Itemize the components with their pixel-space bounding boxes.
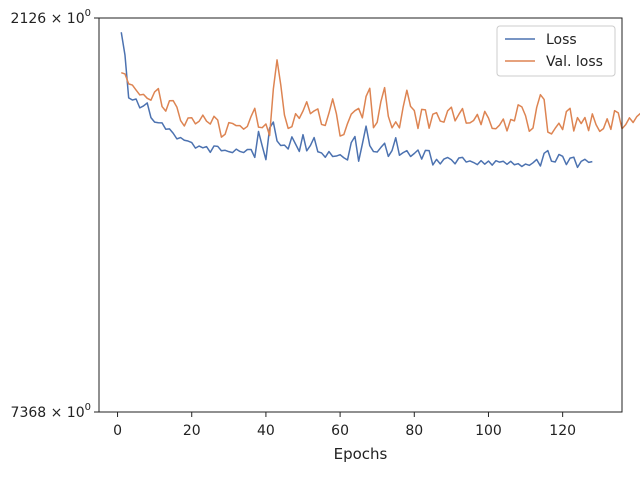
x-tick-label: 80 xyxy=(405,423,423,439)
series-line-loss xyxy=(120,32,593,169)
ticks-layer: 0 20 40 60 80 100 120 2126 × 100 7368 × 100 xyxy=(11,8,576,439)
series-layer xyxy=(120,32,640,169)
x-tick-label: 100 xyxy=(475,423,502,439)
x-tick-label: 60 xyxy=(331,423,349,439)
x-tick-label: 120 xyxy=(549,423,576,439)
x-tick-label: 40 xyxy=(257,423,275,439)
x-axis-label: Epochs xyxy=(334,445,388,463)
plot-frame xyxy=(98,17,623,413)
plot-area xyxy=(99,18,622,412)
x-tick-label: 0 xyxy=(113,423,122,439)
series-line-val-loss xyxy=(121,59,640,138)
legend-label-val-loss: Val. loss xyxy=(546,54,603,70)
x-tick-label: 20 xyxy=(183,423,201,439)
legend: Loss Val. loss xyxy=(496,25,616,77)
legend-label-loss: Loss xyxy=(546,32,577,48)
y-tick-label: 7368 × 100 xyxy=(11,402,91,421)
y-tick-label: 2126 × 100 xyxy=(11,8,91,27)
